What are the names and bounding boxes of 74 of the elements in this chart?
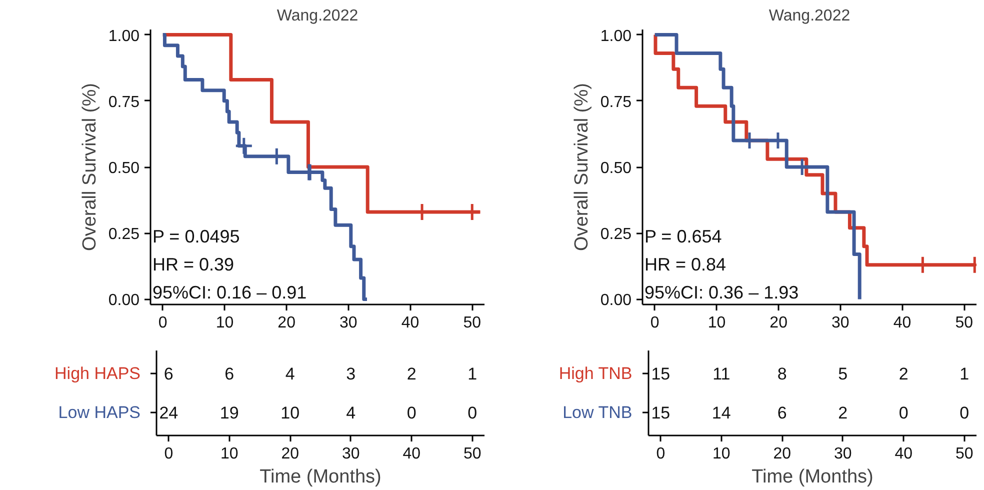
annotation: P = 0.654 bbox=[644, 226, 722, 246]
x-tick-label: 30 bbox=[340, 314, 358, 332]
data-label: 2 bbox=[838, 403, 848, 422]
data-label: 19 bbox=[220, 403, 239, 422]
data-label: 1 bbox=[468, 364, 478, 384]
x-axis-title: Time (Months) bbox=[752, 466, 874, 488]
x-tick-label: 30 bbox=[834, 446, 852, 462]
x-tick-label: 0 bbox=[164, 446, 174, 462]
data-label: 0 bbox=[406, 403, 416, 422]
x-tick-label: 20 bbox=[281, 446, 300, 462]
y-tick-label: 0.50 bbox=[600, 160, 632, 177]
y-tick-label: 1.00 bbox=[600, 28, 632, 45]
data-label: 6 bbox=[777, 403, 787, 422]
data-label: 24 bbox=[159, 403, 178, 422]
data-label: 6 bbox=[224, 364, 234, 384]
y-tick-label: 0.25 bbox=[600, 226, 632, 244]
x-tick-label: 40 bbox=[401, 314, 420, 332]
data-label: 14 bbox=[712, 403, 731, 422]
y-tick-label: High HAPS bbox=[54, 364, 141, 384]
chart-title: Wang.2022 bbox=[768, 8, 850, 24]
data-label: 10 bbox=[280, 403, 300, 422]
y-tick-label: 0.75 bbox=[108, 94, 140, 111]
annotation: HR = 0.39 bbox=[152, 254, 234, 274]
data-label: 2 bbox=[898, 364, 908, 384]
chart-title: Wang.2022 bbox=[276, 8, 358, 24]
data-label: 8 bbox=[777, 364, 787, 384]
x-tick-label: 0 bbox=[650, 314, 660, 332]
x-tick-label: 0 bbox=[158, 314, 168, 332]
y-axis-title: Overall Survival (%) bbox=[79, 83, 100, 251]
annotation: P = 0.0495 bbox=[152, 226, 240, 246]
y-tick-label: 0.00 bbox=[600, 292, 632, 310]
x-tick-label: 50 bbox=[463, 446, 482, 462]
annotation: 95%CI: 0.36 – 1.93 bbox=[644, 282, 799, 302]
y-tick-label: 0.50 bbox=[108, 160, 140, 177]
x-tick-label: 20 bbox=[278, 314, 296, 332]
x-tick-label: 10 bbox=[216, 314, 234, 332]
data-label: 4 bbox=[285, 364, 295, 384]
y-tick-label: Low HAPS bbox=[58, 402, 140, 422]
x-tick-label: 50 bbox=[955, 314, 974, 332]
data-label: 0 bbox=[898, 403, 908, 422]
y-axis-title: Overall Survival (%) bbox=[571, 83, 592, 251]
x-tick-label: 10 bbox=[708, 314, 726, 332]
y-tick-label: 0.00 bbox=[108, 292, 140, 310]
x-tick-label: 10 bbox=[220, 446, 238, 462]
y-tick-label: 1.00 bbox=[108, 28, 140, 45]
data-label: 15 bbox=[651, 364, 670, 384]
x-tick-label: 50 bbox=[463, 314, 482, 332]
x-axis-title: Time (Months) bbox=[260, 466, 382, 488]
x-tick-label: 40 bbox=[894, 446, 913, 462]
data-label: 1 bbox=[960, 364, 970, 384]
data-label: 2 bbox=[406, 364, 416, 384]
data-label: 6 bbox=[164, 364, 174, 384]
x-tick-label: 20 bbox=[773, 446, 792, 462]
data-label: 0 bbox=[960, 403, 970, 422]
y-tick-label: High TNB bbox=[558, 364, 632, 384]
x-tick-label: 40 bbox=[893, 314, 912, 332]
annotation: 95%CI: 0.16 – 0.91 bbox=[152, 282, 307, 302]
y-tick-label: 0.25 bbox=[108, 226, 140, 244]
y-tick-label: Low TNB bbox=[562, 402, 632, 422]
x-tick-label: 30 bbox=[832, 314, 850, 332]
data-label: 5 bbox=[838, 364, 848, 384]
data-label: 11 bbox=[712, 364, 730, 384]
annotation: HR = 0.84 bbox=[644, 254, 726, 274]
x-tick-label: 40 bbox=[402, 446, 421, 462]
x-tick-label: 50 bbox=[955, 446, 974, 462]
data-label: 3 bbox=[346, 364, 356, 384]
data-label: 4 bbox=[346, 403, 356, 422]
data-label: 0 bbox=[468, 403, 478, 422]
x-tick-label: 10 bbox=[712, 446, 730, 462]
y-tick-label: 0.75 bbox=[600, 94, 632, 111]
x-tick-label: 30 bbox=[342, 446, 360, 462]
x-tick-label: 0 bbox=[656, 446, 666, 462]
x-tick-label: 20 bbox=[770, 314, 788, 332]
data-label: 15 bbox=[651, 403, 670, 422]
